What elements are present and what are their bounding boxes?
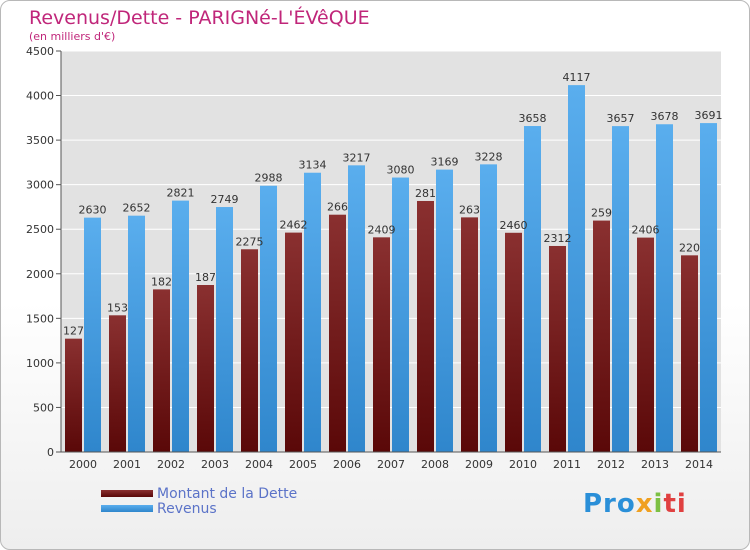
y-tick-label: 0	[47, 446, 54, 459]
data-label-revenus: 3691	[695, 109, 723, 122]
bar-dette	[197, 285, 214, 452]
data-label-revenus: 3080	[387, 164, 415, 177]
bar-dette	[417, 200, 434, 452]
y-tick-label: 4000	[26, 90, 54, 103]
bar-dette	[109, 315, 126, 452]
data-label-dette: 2275	[236, 235, 264, 248]
y-tick-label: 4500	[26, 45, 54, 58]
data-label-dette: 187	[195, 271, 216, 284]
x-tick-label: 2008	[421, 458, 449, 471]
x-tick-label: 2002	[157, 458, 185, 471]
bar-revenus	[392, 177, 409, 452]
bar-revenus	[304, 172, 321, 453]
x-tick-label: 2011	[553, 458, 581, 471]
bar-revenus	[612, 126, 629, 452]
data-label-dette: 259	[591, 207, 612, 220]
bar-dette	[65, 338, 82, 452]
data-label-revenus: 3217	[343, 151, 371, 164]
data-label-dette: 2409	[368, 223, 396, 236]
data-label-revenus: 4117	[563, 71, 591, 84]
x-tick-label: 2010	[509, 458, 537, 471]
x-tick-label: 2009	[465, 458, 493, 471]
data-label-dette: 263	[459, 203, 480, 216]
bar-dette	[153, 289, 170, 452]
y-tick-label: 3500	[26, 134, 54, 147]
x-tick-label: 2014	[685, 458, 713, 471]
bar-revenus	[568, 85, 585, 453]
bar-revenus	[480, 164, 497, 452]
data-label-revenus: 2652	[123, 202, 151, 215]
bar-revenus	[348, 165, 365, 452]
y-tick-label: 2000	[26, 268, 54, 281]
x-tick-label: 2012	[597, 458, 625, 471]
x-tick-label: 2003	[201, 458, 229, 471]
data-label-revenus: 3169	[431, 156, 459, 169]
chart-title: Revenus/Dette - PARIGNé-L'ÉVêQUE	[29, 7, 370, 29]
bar-dette	[461, 217, 478, 452]
data-label-revenus: 2821	[167, 187, 195, 200]
legend-swatch-revenus	[101, 505, 153, 512]
bar-revenus	[700, 123, 717, 453]
x-tick-label: 2004	[245, 458, 273, 471]
proxiti-logo: Proxiti	[583, 489, 687, 519]
data-label-dette: 2462	[280, 219, 308, 232]
x-tick-label: 2001	[113, 458, 141, 471]
y-tick-label: 1500	[26, 312, 54, 325]
x-tick-label: 2000	[69, 458, 97, 471]
y-tick-label: 1000	[26, 357, 54, 370]
bar-revenus	[128, 215, 145, 452]
y-tick-label: 3000	[26, 179, 54, 192]
y-tick-label: 2500	[26, 223, 54, 236]
y-tick-label: 500	[33, 401, 54, 414]
bar-revenus	[436, 169, 453, 453]
data-label-revenus: 2749	[211, 193, 239, 206]
bar-revenus	[216, 207, 233, 452]
bar-dette	[373, 237, 390, 452]
data-label-revenus: 2630	[79, 204, 107, 217]
bar-dette	[681, 255, 698, 452]
legend-swatch-dette	[101, 490, 153, 497]
data-label-dette: 127	[63, 325, 84, 338]
bar-revenus	[84, 217, 101, 452]
bar-revenus	[656, 124, 673, 453]
bar-dette	[329, 214, 346, 452]
x-tick-label: 2005	[289, 458, 317, 471]
data-label-dette: 2460	[500, 219, 528, 232]
bar-revenus	[524, 126, 541, 452]
data-label-revenus: 3657	[607, 112, 635, 125]
data-label-revenus: 3134	[299, 159, 327, 172]
data-label-revenus: 3658	[519, 112, 547, 125]
bar-dette	[241, 249, 258, 452]
data-label-dette: 2312	[544, 232, 572, 245]
legend-label-revenus: Revenus	[157, 501, 217, 517]
x-tick-label: 2006	[333, 458, 361, 471]
data-label-dette: 220	[679, 241, 700, 254]
plot-background	[61, 51, 721, 452]
bar-revenus	[260, 185, 277, 452]
bar-dette	[505, 232, 522, 452]
data-label-dette: 182	[151, 275, 172, 288]
data-label-dette: 266	[327, 201, 348, 214]
legend-label-dette: Montant de la Dette	[157, 486, 298, 502]
data-label-dette: 153	[107, 301, 128, 314]
bar-dette	[593, 220, 610, 452]
chart-subtitle: (en milliers d'€)	[29, 30, 116, 43]
bar-dette	[637, 237, 654, 452]
x-tick-label: 2007	[377, 458, 405, 471]
x-tick-label: 2013	[641, 458, 669, 471]
bar-dette	[285, 232, 302, 452]
data-label-revenus: 3228	[475, 150, 503, 163]
data-label-dette: 281	[415, 187, 436, 200]
data-label-revenus: 3678	[651, 110, 679, 123]
bar-dette	[549, 245, 566, 452]
data-label-revenus: 2988	[255, 172, 283, 185]
data-label-dette: 2406	[632, 224, 660, 237]
bar-revenus	[172, 200, 189, 452]
